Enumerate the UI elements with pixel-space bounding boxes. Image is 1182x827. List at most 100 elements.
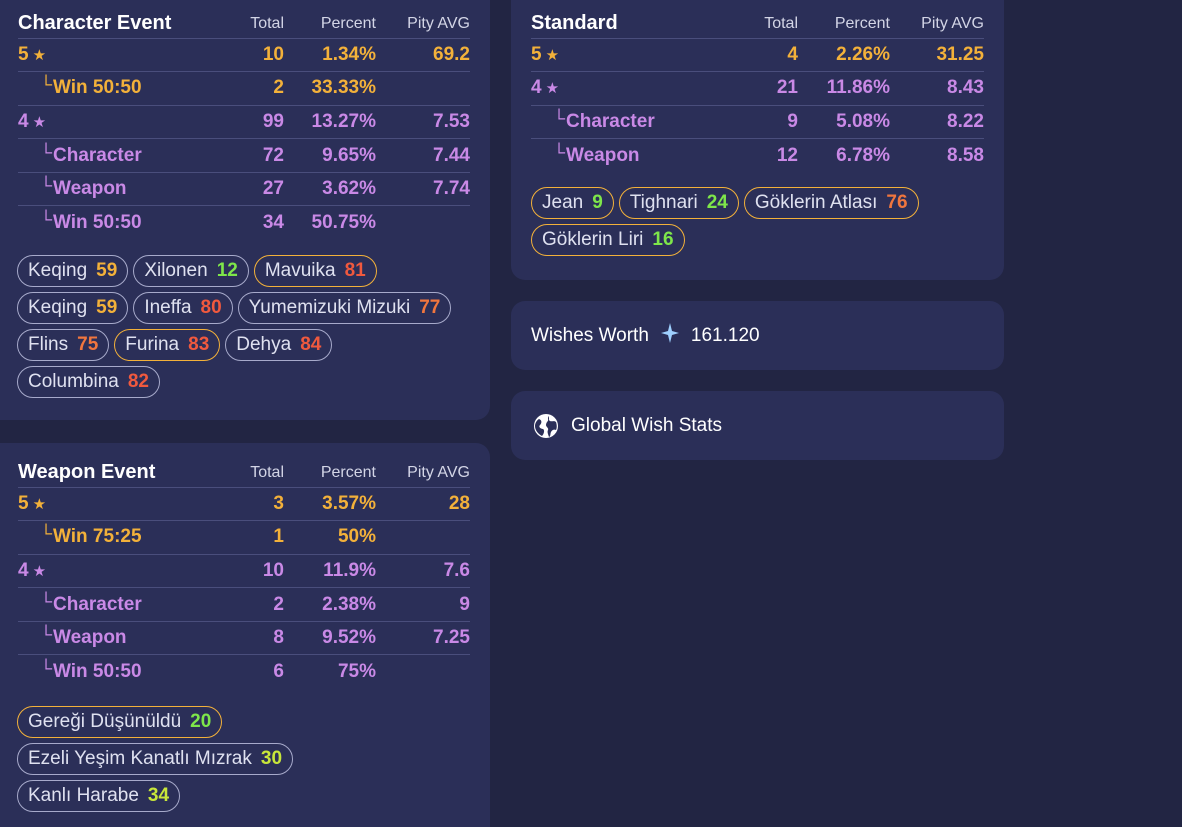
row-label: 5 ★ [531, 38, 730, 73]
cell-pity [376, 206, 470, 240]
pull-tag: Keqing 59 [17, 255, 129, 287]
cell-pity: 8.43 [890, 71, 984, 106]
wishes-worth-line: Wishes Worth 161.120 [531, 323, 760, 349]
cell-pity: 9 [376, 587, 470, 622]
cell-total: 10 [216, 38, 284, 73]
row-label-text: Win 50:50 [53, 661, 142, 683]
row-label-text: Weapon [53, 627, 127, 649]
table-row: └Win 50:50 2 33.33% [18, 71, 470, 106]
row-label-text: 5 [18, 43, 29, 65]
sparkle-icon [660, 323, 679, 349]
weapon-event-card: Weapon Event Total Percent Pity AVG 5 ★ 3 3… [0, 443, 490, 827]
pull-tag-name: Jean [542, 192, 584, 213]
col-total: Total [730, 10, 798, 39]
row-label: 4 ★ [531, 71, 730, 106]
wishes-worth-card: Wishes Worth 161.120 [511, 301, 1004, 370]
table-row: 4 ★ 99 13.27% 7.53 [18, 105, 470, 140]
pull-tag: Göklerin Atlası 76 [743, 187, 919, 219]
col-pity: Pity AVG [376, 10, 470, 39]
weapon-event-table: Weapon Event Total Percent Pity AVG 5 ★ 3 3… [18, 459, 470, 689]
sub-row-corner-icon: └ [40, 210, 53, 230]
cell-total: 21 [730, 71, 798, 106]
row-label: └Character [18, 138, 216, 173]
cell-percent: 3.57% [284, 487, 376, 522]
row-label-text: 5 [531, 43, 542, 65]
global-wish-stats-label: Global Wish Stats [571, 415, 722, 436]
standard-table: Standard Total Percent Pity AVG 5 ★ 4 2.26%… [531, 10, 984, 172]
row-label-text: 4 [531, 77, 542, 99]
table-title: Weapon Event [18, 459, 216, 488]
sub-row-corner-icon: └ [553, 108, 566, 128]
pull-tag-name: Göklerin Atlası [754, 192, 878, 213]
sub-row-corner-icon: └ [40, 659, 53, 679]
cell-pity: 28 [376, 487, 470, 522]
pull-tag-name: Yumemizuki Mizuki [248, 297, 411, 318]
cell-total: 12 [776, 144, 798, 166]
pull-tag-pity: 9 [592, 192, 603, 213]
pull-tag-name: Gereği Düşünüldü [28, 711, 182, 732]
col-total: Total [216, 10, 284, 39]
star-icon: ★ [32, 46, 47, 64]
pull-tag: Xilonen 12 [133, 255, 249, 287]
table-row: └Character 2 2.38% 9 [18, 587, 470, 622]
sub-row-corner-icon: └ [40, 591, 53, 611]
table-title: Standard [531, 10, 730, 39]
row-label: └Win 50:50 [18, 206, 216, 240]
star-icon: ★ [32, 113, 47, 131]
row-label: └Weapon [531, 139, 730, 173]
cell-pity [376, 655, 470, 689]
pull-tag-name: Göklerin Liri [542, 229, 644, 250]
cell-pity: 31.25 [890, 38, 984, 73]
pull-tag-name: Xilonen [144, 260, 208, 281]
character-event-table: Character Event Total Percent Pity AVG 5… [18, 10, 470, 240]
pull-tag-pity: 20 [190, 711, 212, 732]
pull-tag-name: Ineffa [144, 297, 192, 318]
pull-tag-pity: 83 [188, 334, 210, 355]
character-event-card: Character Event Total Percent Pity AVG 5… [0, 0, 490, 420]
row-label-text: Win 75:25 [53, 526, 142, 548]
pull-tag-name: Keqing [28, 297, 88, 318]
table-row: └Weapon 8 9.52% 7.25 [18, 621, 470, 656]
row-label-text: 5 [18, 492, 29, 514]
pull-tag: Gereği Düşünüldü 20 [17, 706, 223, 738]
pull-tag: Flins 75 [17, 329, 110, 361]
row-label: └Win 50:50 [18, 655, 216, 689]
row-label-text: Weapon [53, 178, 127, 200]
sub-row-corner-icon: └ [40, 75, 53, 95]
pull-tag: Dehya 84 [225, 329, 333, 361]
weapon-pull-tags: Gereği Düşünüldü 20 Ezeli Yeşim Kanatlı Mı… [17, 706, 457, 812]
global-wish-stats-line[interactable]: Global Wish Stats [533, 413, 722, 439]
table-row: 4 ★ 21 11.86% 8.43 [531, 71, 984, 106]
row-label: 4 ★ [18, 105, 216, 140]
cell-percent: 11.86% [798, 71, 890, 106]
global-wish-stats-button[interactable]: Global Wish Stats [511, 391, 1004, 460]
cell-pity: 7.53 [376, 105, 470, 140]
col-pity: Pity AVG [376, 459, 470, 488]
cell-percent: 2.38% [284, 587, 376, 622]
cell-percent: 11.9% [284, 554, 376, 589]
row-label-text: Win 50:50 [53, 77, 142, 99]
sub-row-corner-icon: └ [40, 142, 53, 162]
table-row: 4 ★ 10 11.9% 7.6 [18, 554, 470, 589]
pull-tag-pity: 80 [200, 297, 222, 318]
cell-total: 2 [216, 587, 284, 622]
table-row: 5 ★ 4 2.26% 31.25 [531, 38, 984, 73]
row-label: 5 ★ [18, 38, 216, 73]
sub-row-corner-icon: └ [40, 625, 53, 645]
row-label-text: 4 [18, 110, 29, 132]
cell-total: 1 [216, 520, 284, 555]
cell-pity: 69.2 [376, 38, 470, 73]
sub-row-corner-icon: └ [553, 142, 566, 162]
col-percent: Percent [284, 10, 376, 39]
standard-card: Standard Total Percent Pity AVG 5 ★ 4 2.26%… [511, 0, 1004, 280]
row-label: 4 ★ [18, 554, 216, 589]
cell-percent: 33.33% [284, 71, 376, 106]
row-label-text: Character [566, 110, 655, 132]
cell-total: 4 [730, 38, 798, 73]
pull-tag: Ezeli Yeşim Kanatlı Mızrak 30 [17, 743, 294, 775]
col-total: Total [216, 459, 284, 488]
cell-percent: 75% [337, 661, 376, 683]
table-row: └Weapon 27 3.62% 7.74 [18, 172, 470, 207]
star-icon: ★ [32, 495, 47, 513]
character-pull-tags: Keqing 59 Xilonen 12 Mavuika 81 Keqing 59 Ineffa… [17, 255, 457, 398]
